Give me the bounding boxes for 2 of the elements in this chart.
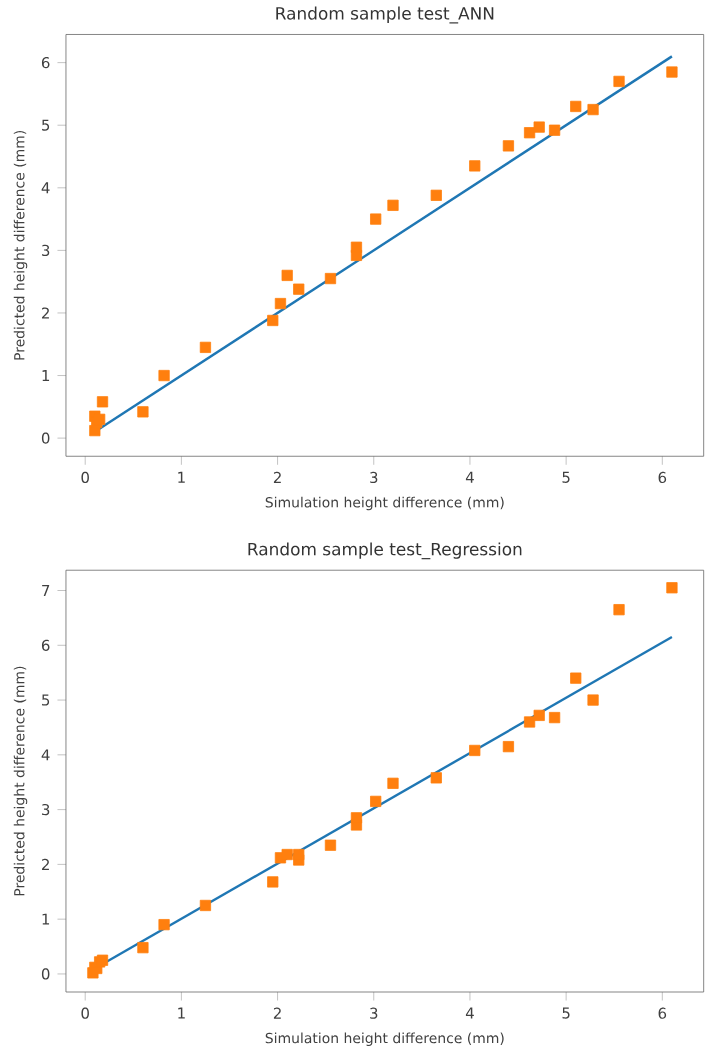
chart-title: Random sample test_Regression	[248, 542, 522, 560]
chart-title: Random sample test_ANN	[276, 6, 494, 24]
